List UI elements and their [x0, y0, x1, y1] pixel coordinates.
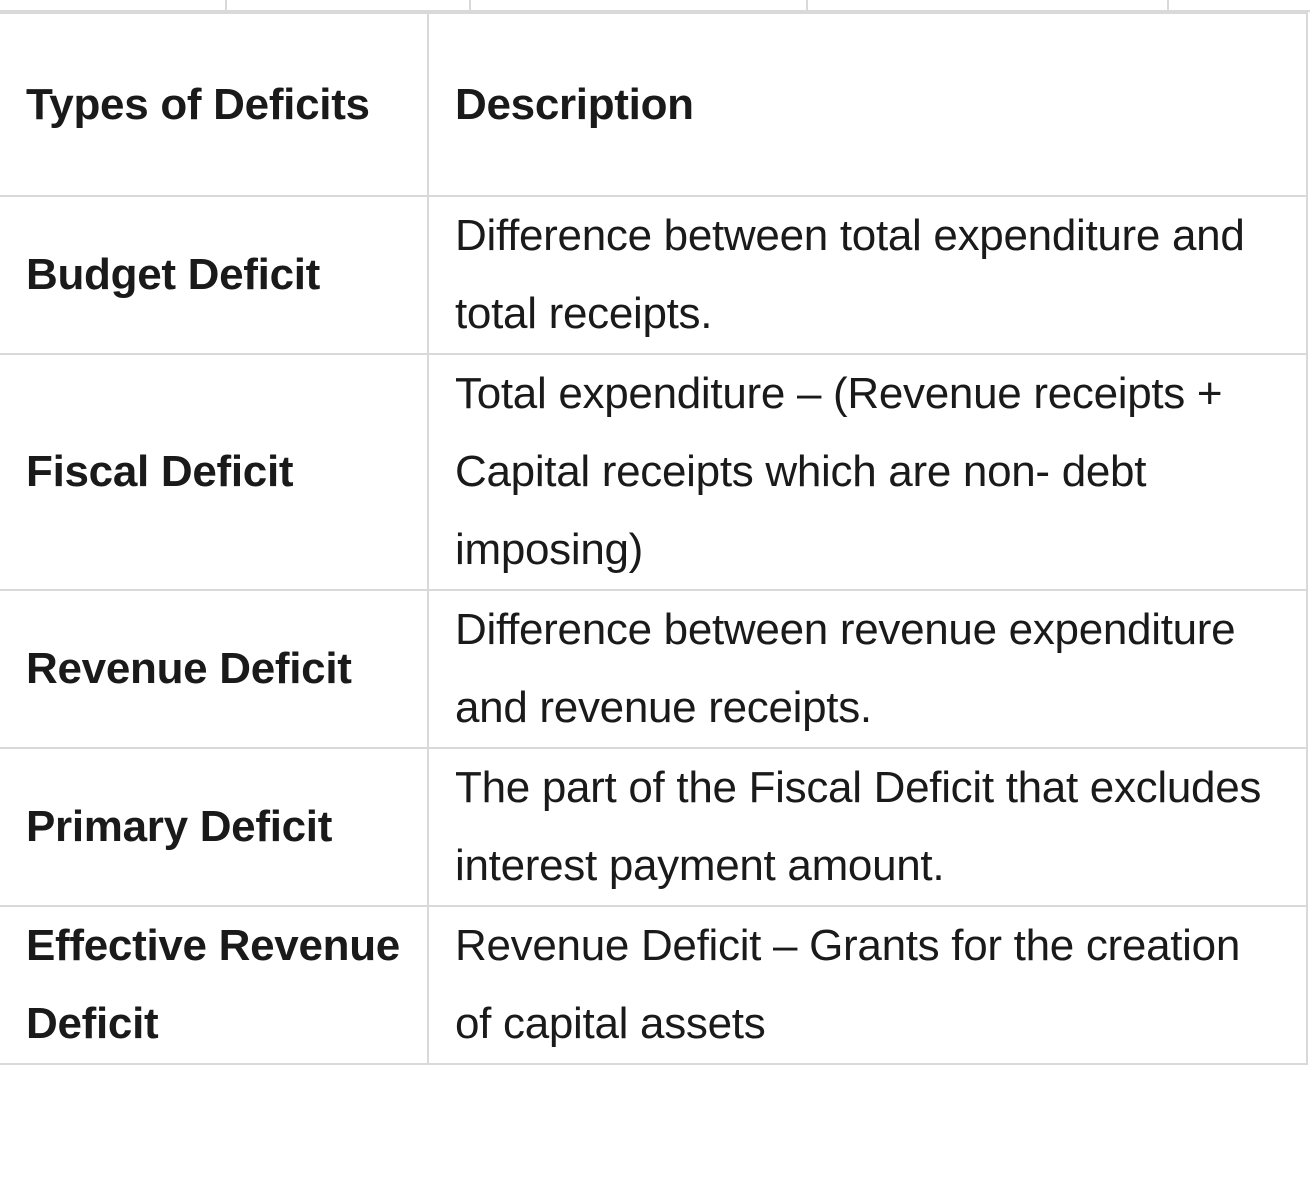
deficit-type-cell: Fiscal Deficit — [0, 353, 429, 591]
deficit-type-cell: Primary Deficit — [0, 747, 429, 907]
table-header-row: Types of Deficits Description — [0, 12, 1308, 197]
deficit-types-table: Types of Deficits Description Budget Def… — [0, 12, 1308, 1065]
deficit-type-cell: Revenue Deficit — [0, 589, 429, 749]
table-row: Effective Revenue Deficit Revenue Defici… — [0, 905, 1308, 1065]
deficit-description-cell: Difference between total expenditure and… — [427, 195, 1308, 355]
previous-table-border — [0, 0, 1310, 12]
deficit-type-cell: Budget Deficit — [0, 195, 429, 355]
deficit-description-cell: Difference between revenue expenditure a… — [427, 589, 1308, 749]
column-divider — [225, 0, 227, 10]
table-row: Primary Deficit The part of the Fiscal D… — [0, 747, 1308, 907]
column-header-description: Description — [427, 12, 1308, 197]
table-row: Budget Deficit Difference between total … — [0, 195, 1308, 355]
deficit-type-cell: Effective Revenue Deficit — [0, 905, 429, 1065]
column-divider — [806, 0, 808, 10]
column-divider — [469, 0, 471, 10]
column-divider — [1167, 0, 1169, 10]
column-header-types: Types of Deficits — [0, 12, 429, 197]
deficit-description-cell: Total expenditure – (Revenue receipts + … — [427, 353, 1308, 591]
table-row: Fiscal Deficit Total expenditure – (Reve… — [0, 353, 1308, 591]
deficit-description-cell: Revenue Deficit – Grants for the creatio… — [427, 905, 1308, 1065]
table-row: Revenue Deficit Difference between reven… — [0, 589, 1308, 749]
deficit-description-cell: The part of the Fiscal Deficit that excl… — [427, 747, 1308, 907]
